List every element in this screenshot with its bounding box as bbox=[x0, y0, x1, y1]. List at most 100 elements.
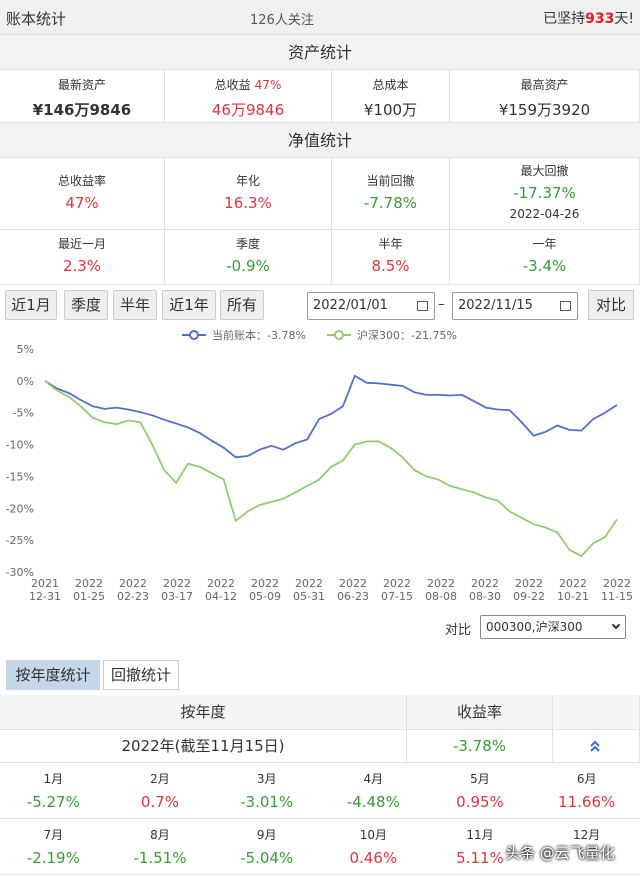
x-tick-year: 2021 bbox=[31, 577, 59, 590]
x-tick-date: 08-30 bbox=[469, 590, 501, 603]
month-label: 2月 bbox=[150, 772, 170, 786]
month-return: -3.01% bbox=[240, 793, 294, 811]
nav-value: 2.3% bbox=[62, 257, 102, 275]
date-input[interactable]: 2022/11/15 bbox=[452, 292, 578, 320]
month-cell: 2月 0.7% bbox=[106, 763, 214, 819]
month-label: 1月 bbox=[43, 772, 64, 786]
x-tick-year: 2022 bbox=[471, 577, 499, 590]
asset-value: ¥159万3920 bbox=[498, 101, 591, 119]
compare-select-text: 000300,沪深300 bbox=[486, 620, 583, 634]
month-return: 0.7% bbox=[140, 793, 180, 811]
month-label: 11月 bbox=[466, 828, 494, 842]
streak-prefix: 已坚持 bbox=[543, 11, 586, 27]
table-cell: -3.78% bbox=[407, 730, 553, 763]
x-tick-date: 10-21 bbox=[557, 590, 589, 603]
date-text: 2022/11/15 bbox=[458, 298, 533, 313]
nav-value: 47% bbox=[65, 194, 99, 212]
nav-section-title: 净值统计 bbox=[0, 123, 640, 158]
month-cell: 8月 -1.51% bbox=[106, 819, 214, 875]
x-tick-year: 2022 bbox=[75, 577, 103, 590]
collapse-icon[interactable] bbox=[588, 738, 602, 754]
table-header-text: 按年度 bbox=[180, 703, 226, 721]
date-input[interactable]: 2022/01/01 bbox=[307, 292, 435, 320]
month-return: -1.51% bbox=[133, 849, 187, 867]
x-tick-year: 2022 bbox=[295, 577, 323, 590]
asset-label-text: 总收益 bbox=[214, 78, 251, 92]
month-cell: 7月 -2.19% bbox=[0, 819, 107, 875]
asset-value: ¥100万 bbox=[363, 101, 418, 119]
month-return: -5.27% bbox=[26, 793, 80, 811]
table-header-text: 收益率 bbox=[456, 703, 502, 721]
month-label: 7月 bbox=[43, 828, 64, 842]
nav-section-title-text: 净值统计 bbox=[287, 131, 352, 150]
nav-cell: 季度 -0.9% bbox=[165, 230, 332, 285]
y-tick-label: -5% bbox=[13, 407, 34, 420]
month-return: -2.19% bbox=[26, 849, 80, 867]
month-cell: 3月 -3.01% bbox=[213, 763, 320, 819]
date-separator: – bbox=[438, 297, 445, 312]
table-cell bbox=[553, 730, 640, 763]
x-tick-date: 07-15 bbox=[381, 590, 413, 603]
x-tick-date: 09-22 bbox=[513, 590, 545, 603]
nav-cell: 当前回撤 -7.78% bbox=[332, 158, 450, 230]
x-tick-year: 2022 bbox=[119, 577, 147, 590]
nav-value: -7.78% bbox=[363, 194, 418, 212]
month-label: 5月 bbox=[470, 772, 490, 786]
select-arrow bbox=[611, 620, 621, 630]
nav-label: 一年 bbox=[532, 237, 557, 251]
asset-section-title-text: 资产统计 bbox=[287, 43, 352, 62]
range-button[interactable]: 半年 bbox=[113, 290, 157, 320]
x-tick-year: 2022 bbox=[559, 577, 587, 590]
asset-label: 最新资产 bbox=[0, 76, 164, 93]
month-return: 0.95% bbox=[456, 793, 504, 811]
asset-cell: 总成本 ¥100万 bbox=[332, 70, 450, 123]
header: 账本统计 126人关注 已坚持933天! bbox=[0, 0, 640, 35]
nav-cell: 半年 8.5% bbox=[332, 230, 450, 285]
tab-active[interactable]: 按年度统计 bbox=[6, 660, 100, 690]
asset-cell: 最高资产 ¥159万3920 bbox=[450, 70, 640, 123]
streak-suffix: 天! bbox=[614, 11, 634, 27]
asset-value: ¥146万9846 bbox=[32, 101, 132, 119]
nav-value: -17.37% bbox=[513, 184, 576, 202]
range-button[interactable]: 近1月 bbox=[5, 290, 57, 320]
asset-value: 46万9846 bbox=[211, 101, 285, 119]
nav-value: 8.5% bbox=[371, 257, 410, 275]
month-cell: 1月 -5.27% bbox=[0, 763, 107, 819]
compare-select[interactable]: 000300,沪深300 bbox=[480, 615, 626, 639]
range-button[interactable]: 季度 bbox=[64, 290, 108, 320]
x-tick-date: 05-09 bbox=[249, 590, 281, 603]
y-tick-label: -20% bbox=[6, 502, 34, 515]
month-return: -4.48% bbox=[346, 793, 400, 811]
x-tick-date: 12-31 bbox=[29, 590, 61, 603]
nav-label: 半年 bbox=[378, 237, 403, 251]
month-label: 9月 bbox=[256, 828, 277, 842]
nav-label: 最近一月 bbox=[57, 237, 106, 251]
range-button[interactable]: 所有 bbox=[220, 290, 264, 320]
month-return: -5.04% bbox=[240, 849, 294, 867]
month-label: 3月 bbox=[256, 772, 277, 786]
month-label: 12月 bbox=[573, 828, 601, 842]
asset-label: 总收益 47% bbox=[165, 76, 331, 93]
y-tick-label: -10% bbox=[6, 439, 34, 452]
range-button[interactable]: 近1年 bbox=[162, 290, 216, 320]
period: 2022年(截至11月15日) bbox=[121, 737, 285, 755]
followers: 126人关注 bbox=[250, 13, 314, 28]
nav-date: 2022-04-26 bbox=[509, 207, 580, 221]
asset-label-text: 最高资产 bbox=[520, 78, 569, 92]
asset-cell: 最新资产 ¥146万9846 bbox=[0, 70, 165, 123]
header-title: 账本统计 bbox=[6, 10, 67, 28]
nav-cell: 一年 -3.4% bbox=[450, 230, 640, 285]
calendar-icon bbox=[417, 301, 428, 311]
x-tick-year: 2022 bbox=[207, 577, 235, 590]
month-label: 10月 bbox=[359, 828, 387, 842]
x-tick-date: 06-23 bbox=[337, 590, 369, 603]
month-return: 11.66% bbox=[558, 793, 616, 811]
nav-cell: 最大回撤 -17.37% 2022-04-26 bbox=[450, 158, 640, 230]
watermark: 头条 @云飞量化 bbox=[505, 844, 615, 862]
nav-label: 季度 bbox=[235, 237, 260, 251]
x-tick-date: 03-17 bbox=[161, 590, 193, 603]
compare-button[interactable]: 对比 bbox=[588, 290, 634, 320]
month-cell: 10月 0.46% bbox=[320, 819, 427, 875]
tab[interactable]: 回撤统计 bbox=[103, 660, 179, 690]
